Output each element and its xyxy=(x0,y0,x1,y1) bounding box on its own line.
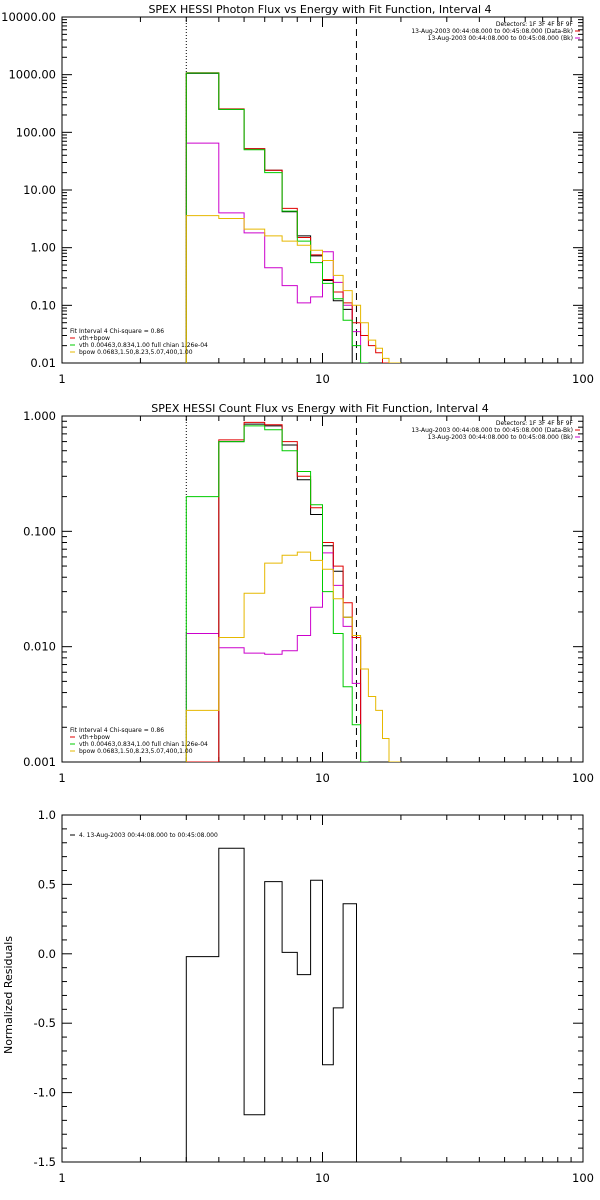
chart1-frame xyxy=(61,16,584,364)
y-tick-label: 10000.00 xyxy=(1,10,56,24)
y-tick-label: 10.00 xyxy=(23,183,56,197)
series-1-line xyxy=(185,72,361,363)
y-tick-label: 1000.00 xyxy=(8,68,56,82)
y-tick-label: 0.001 xyxy=(23,755,56,769)
legend-entry: bpow 0.0683,1.50,8.23,5.07,400,1.00 xyxy=(79,748,193,755)
y-tick-label: 0.100 xyxy=(23,524,56,538)
chart2-title: SPEX HESSI Count Flux vs Energy with Fit… xyxy=(151,402,488,415)
x-tick-label: 10 xyxy=(315,372,330,386)
y-tick-label: 1.000 xyxy=(23,409,56,423)
header-text-line: 13-Aug-2003 00:44:08.000 to 00:45:08.000… xyxy=(411,28,573,35)
series-5-line xyxy=(185,215,401,363)
series-3-line xyxy=(185,72,389,363)
header-text-line: Detectors: 1F 3F 4F 8F 9F xyxy=(496,420,574,427)
chart1-title: SPEX HESSI Photon Flux vs Energy with Fi… xyxy=(148,3,491,16)
series-2-line xyxy=(185,552,369,762)
series-5-line xyxy=(185,551,401,762)
header-text-line: 13-Aug-2003 00:44:08.000 to 00:45:08.000… xyxy=(428,35,573,42)
x-tick-label: 100 xyxy=(572,372,594,386)
y-tick-label: -0.5 xyxy=(34,1016,56,1030)
y-tick-label: 0.010 xyxy=(23,640,56,654)
chart3: 1 10 100 -1.5 -1.0 -0.5 0.0 0.5 1.0 4. 13-Aug-200… xyxy=(34,808,594,1185)
legend-entry: 4. 13-Aug-2003 00:44:08.000 to 00:45:08.… xyxy=(79,832,218,839)
x-tick-label: 1 xyxy=(58,771,65,785)
y-tick-label: 1.0 xyxy=(38,808,56,822)
y-tick-label: 0.0 xyxy=(38,947,56,961)
series-3-line xyxy=(186,421,362,762)
series-1-line xyxy=(185,847,357,1162)
y-tick-label: -1.5 xyxy=(34,1155,56,1169)
x-tick-label: 100 xyxy=(572,771,594,785)
legend-entry: vth 0.00463,0.834,1.00 full chian 1.26e-… xyxy=(79,342,208,349)
plots-layer: 1 10 1000.010.101.0010.00100.001000.001000… xyxy=(1,10,594,1185)
header-text-line: 13-Aug-2003 00:44:08.000 to 00:45:08.000… xyxy=(428,434,573,441)
series-2-line xyxy=(185,142,362,363)
y-tick-label: 100.00 xyxy=(16,125,56,139)
chart2-series-group xyxy=(185,421,401,762)
y-tick-label: -1.0 xyxy=(34,1086,56,1100)
x-tick-label: 1 xyxy=(58,1171,65,1185)
series-1-line xyxy=(186,423,362,762)
legend-entry: bpow 0.0683,1.50,8.23,5.07,400,1.00 xyxy=(79,349,193,356)
chart1-series-group xyxy=(185,72,401,363)
chart1: 1 10 100 0.01 0.10 1.00 10.00 100.00 1000.00 1000… xyxy=(1,10,594,386)
chart3-ylabel: Normalized Residuals xyxy=(2,936,15,1054)
legend-entry: vth+bpow xyxy=(79,335,110,342)
chart3-series-group xyxy=(185,847,357,1162)
x-tick-label: 10 xyxy=(315,771,330,785)
x-tick-label: 1 xyxy=(58,372,65,386)
y-tick-label: 1.00 xyxy=(30,241,56,255)
y-tick-label: 0.5 xyxy=(38,877,56,891)
x-tick-label: 100 xyxy=(572,1171,594,1185)
legend-entry: Fit Interval 4 Chi-square = 0.86 xyxy=(70,727,164,734)
legend-entry: Fit Interval 4 Chi-square = 0.86 xyxy=(70,328,164,335)
header-text-line: Detectors: 1F 3F 4F 8F 9F xyxy=(496,21,574,28)
legend-entry: vth+bpow xyxy=(79,734,110,741)
series-4-line xyxy=(185,72,369,363)
header-text-line: 13-Aug-2003 00:44:08.000 to 00:45:08.000… xyxy=(411,427,573,434)
y-tick-label: 0.10 xyxy=(30,298,56,312)
y-tick-label: 0.01 xyxy=(30,356,56,370)
legend-entry: vth 0.00463,0.834,1.00 full chian 1.26e-… xyxy=(79,741,208,748)
chart2: 1 10 100 0.001 0.010 0.100 1.000 Detectors: 1F … xyxy=(23,409,594,785)
series-4-line xyxy=(185,425,369,762)
x-tick-label: 10 xyxy=(315,1171,330,1185)
